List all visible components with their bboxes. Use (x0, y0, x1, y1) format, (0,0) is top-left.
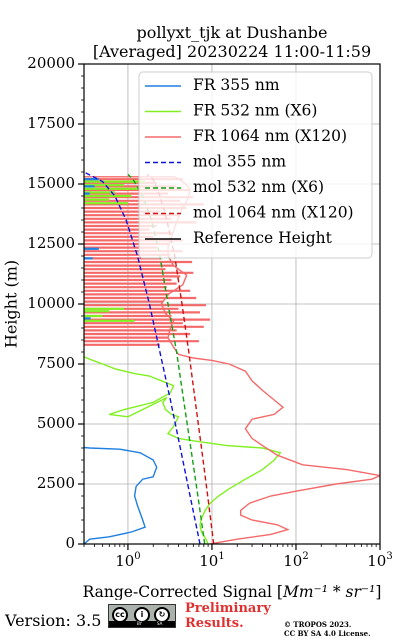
legend-label-2: FR 1064 nm (X120) (193, 127, 347, 145)
x-tick-label: 103 (367, 551, 392, 570)
x-tick-label: 102 (283, 551, 308, 570)
preliminary-line2: Results. (185, 616, 244, 631)
series-line-5 (146, 173, 215, 544)
x-tick-label: 100 (115, 551, 140, 570)
preliminary-line1: Preliminary (185, 601, 271, 616)
x-tick-label: 101 (199, 551, 224, 570)
y-tick-label: 15000 (27, 174, 75, 192)
legend-label-5: mol 1064 nm (X120) (193, 204, 354, 222)
y-tick-label: 0 (65, 534, 75, 552)
cc-license-badge[interactable]: cc i ↻ BY SA (108, 604, 176, 628)
y-tick-label: 12500 (27, 234, 75, 252)
y-tick-label: 5000 (37, 414, 75, 432)
y-tick-label: 10000 (27, 294, 75, 312)
copyright-notice: © TROPOS 2023. CC BY SA 4.0 License. (284, 620, 371, 638)
series-line-3 (84, 171, 201, 544)
copyright-line1: © TROPOS 2023. (284, 620, 352, 629)
y-tick-label: 7500 (37, 354, 75, 372)
series-line-1 (84, 356, 282, 544)
legend-label-4: mol 532 nm (X6) (193, 178, 324, 196)
legend: FR 355 nm FR 532 nm (X6) FR 1064 nm (X120)… (138, 71, 373, 259)
legend-box (138, 71, 373, 259)
version-label: Version: 3.5 (5, 611, 102, 630)
lidar-profile-chart: pollyxt_tjk at Dushanbe [Averaged] 20230… (2, 23, 393, 600)
chart-title-line2: [Averaged] 20230224 11:00-11:59 (93, 42, 371, 61)
chart-title-line1: pollyxt_tjk at Dushanbe (136, 23, 327, 42)
y-axis-label: Height (m) (2, 260, 21, 348)
legend-label-6: Reference Height (193, 229, 333, 247)
legend-label-3: mol 355 nm (193, 153, 286, 171)
axes (78, 63, 381, 550)
y-tick-label: 17500 (27, 114, 75, 132)
x-axis-label: Range-Corrected Signal [Mm⁻¹ * sr⁻¹] (83, 583, 382, 600)
y-tick-labels: 0 2500 5000 7500 10000 12500 15000 17500 20000 (27, 54, 75, 552)
series-line-0 (84, 446, 158, 544)
y-tick-label: 2500 (37, 474, 75, 492)
legend-label-0: FR 355 nm (193, 76, 280, 94)
x-tick-labels: 100 101 102 103 (115, 551, 393, 570)
y-tick-label: 20000 (27, 54, 75, 72)
legend-label-1: FR 532 nm (X6) (193, 102, 317, 120)
preliminary-notice: Preliminary Results. (185, 601, 271, 631)
copyright-line2: CC BY SA 4.0 License. (284, 629, 371, 638)
